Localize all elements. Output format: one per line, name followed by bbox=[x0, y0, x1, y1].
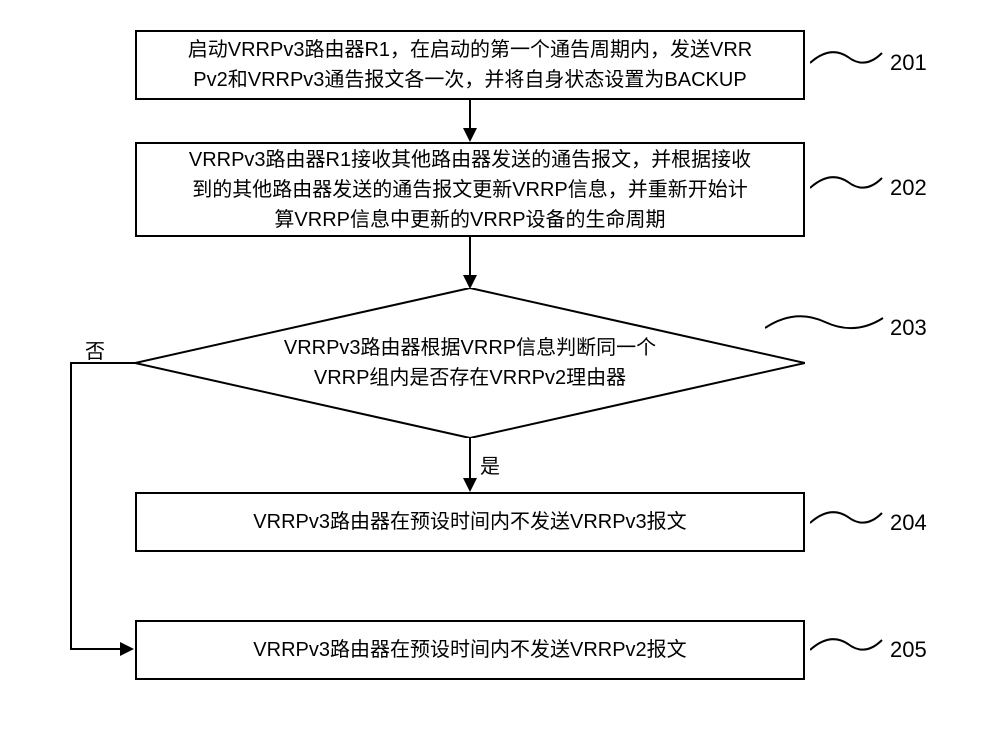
decision-203-label: 203 bbox=[890, 315, 927, 341]
step-202-line2: 到的其他路由器发送的通告报文更新VRRP信息，并重新开始计 bbox=[192, 179, 748, 201]
curve-mark-203 bbox=[765, 310, 885, 340]
step-201-line1: 启动VRRPv3路由器R1，在启动的第一个通告周期内，发送VRR bbox=[188, 39, 752, 61]
no-label: 否 bbox=[85, 335, 105, 364]
step-204-box: VRRPv3路由器在预设时间内不发送VRRPv3报文 bbox=[135, 492, 805, 552]
no-path-v bbox=[70, 362, 72, 650]
step-205-text: VRRPv3路由器在预设时间内不发送VRRPv2报文 bbox=[253, 635, 686, 665]
curve-mark-204 bbox=[810, 505, 885, 535]
curve-mark-202 bbox=[810, 170, 885, 200]
step-205-label: 205 bbox=[890, 637, 927, 663]
curve-mark-205 bbox=[810, 632, 885, 662]
flowchart-canvas: 启动VRRPv3路由器R1，在启动的第一个通告周期内，发送VRR Pv2和VRR… bbox=[20, 20, 980, 725]
arrow-head-201-202 bbox=[463, 128, 477, 142]
no-path-h1 bbox=[70, 362, 135, 364]
curve-mark-201 bbox=[810, 45, 885, 75]
yes-label: 是 bbox=[480, 450, 500, 479]
step-202-box: VRRPv3路由器R1接收其他路由器发送的通告报文，并根据接收 到的其他路由器发… bbox=[135, 142, 805, 237]
arrow-201-202 bbox=[469, 100, 471, 130]
arrow-head-no-205 bbox=[120, 642, 134, 656]
arrow-202-203 bbox=[469, 237, 471, 277]
step-205-box: VRRPv3路由器在预设时间内不发送VRRPv2报文 bbox=[135, 620, 805, 680]
decision-203-line2: VRRP组内是否存在VRRPv2理由器 bbox=[314, 367, 626, 389]
arrow-203-204 bbox=[469, 438, 471, 480]
step-201-box: 启动VRRPv3路由器R1，在启动的第一个通告周期内，发送VRR Pv2和VRR… bbox=[135, 30, 805, 100]
step-201-line2: Pv2和VRRPv3通告报文各一次，并将自身状态设置为BACKUP bbox=[193, 69, 746, 91]
step-204-label: 204 bbox=[890, 510, 927, 536]
no-path-h2 bbox=[70, 648, 122, 650]
step-202-line3: 算VRRP信息中更新的VRRP设备的生命周期 bbox=[274, 209, 665, 231]
step-202-label: 202 bbox=[890, 175, 927, 201]
step-202-line1: VRRPv3路由器R1接收其他路由器发送的通告报文，并根据接收 bbox=[189, 149, 751, 171]
arrow-head-203-204 bbox=[463, 478, 477, 492]
step-204-text: VRRPv3路由器在预设时间内不发送VRRPv3报文 bbox=[253, 507, 686, 537]
step-201-label: 201 bbox=[890, 50, 927, 76]
decision-203: VRRPv3路由器根据VRRP信息判断同一个 VRRP组内是否存在VRRPv2理… bbox=[135, 288, 805, 438]
arrow-head-202-203 bbox=[463, 275, 477, 289]
decision-203-line1: VRRPv3路由器根据VRRP信息判断同一个 bbox=[284, 337, 656, 359]
